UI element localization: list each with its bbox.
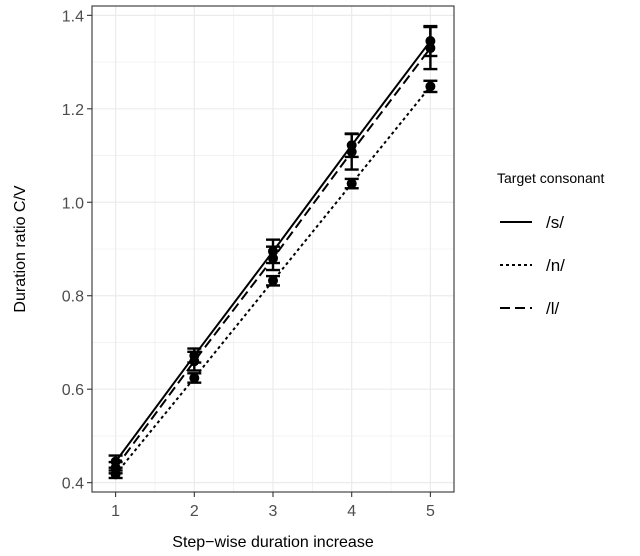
y-tick-label: 1.2: [62, 102, 84, 119]
data-point-n: [347, 179, 357, 189]
data-point-l: [268, 253, 278, 263]
legend-title: Target consonant: [497, 170, 605, 186]
y-tick-label: 0.4: [62, 476, 84, 493]
x-axis-title: Step−wise duration increase: [172, 534, 374, 551]
y-tick-label: 0.6: [62, 382, 84, 399]
data-point-l: [189, 356, 199, 366]
data-point-n: [189, 373, 199, 383]
y-tick-labels: 0.4 0.6 0.8 1.0 1.2 1.4: [62, 8, 84, 492]
y-tick-label: 1.4: [62, 8, 84, 25]
x-tick-labels: 1 2 3 4 5: [111, 503, 435, 520]
x-tick-label: 5: [426, 503, 435, 520]
data-point-l: [347, 147, 357, 157]
data-point-n: [425, 81, 435, 91]
data-point-n: [268, 276, 278, 286]
x-tick-label: 4: [347, 503, 356, 520]
legend-label-s: /s/: [546, 213, 564, 232]
y-tick-label: 1.0: [62, 195, 84, 212]
y-tick-label: 0.8: [62, 289, 84, 306]
data-point-l: [111, 463, 121, 473]
legend-label-n: /n/: [546, 256, 565, 275]
x-tick-label: 3: [269, 503, 278, 520]
legend-label-l: /l/: [546, 299, 560, 318]
legend: Target consonant /s/ /n/ /l/: [497, 170, 605, 318]
x-tick-label: 1: [111, 503, 120, 520]
data-point-l: [425, 43, 435, 53]
x-tick-label: 2: [190, 503, 199, 520]
y-axis-title: Duration ratio C/V: [12, 185, 29, 312]
